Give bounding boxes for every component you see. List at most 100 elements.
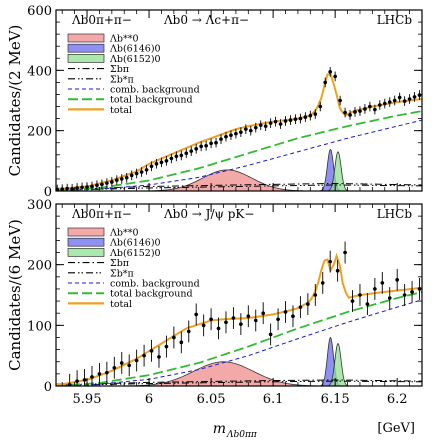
data-point xyxy=(358,109,362,113)
x-tick-label: 6.2 xyxy=(387,392,408,407)
y-tick-label: 200 xyxy=(27,259,52,274)
data-point xyxy=(179,340,184,345)
data-point xyxy=(387,296,392,300)
data-point xyxy=(363,107,367,111)
data-point xyxy=(164,159,169,163)
data-point xyxy=(291,314,295,319)
data-point xyxy=(142,353,146,358)
legend-label: Λb(6152)0 xyxy=(109,248,161,259)
data-point xyxy=(333,74,337,79)
data-point xyxy=(80,185,84,190)
data-point xyxy=(239,322,243,326)
y-tick-label: 200 xyxy=(27,125,52,140)
data-point xyxy=(90,184,94,189)
data-point xyxy=(328,259,332,264)
data-point xyxy=(219,137,223,141)
curve-total background xyxy=(56,291,423,387)
data-point xyxy=(159,160,164,165)
curve-comb. background xyxy=(56,119,423,191)
data-point xyxy=(174,154,179,159)
data-point xyxy=(194,146,198,151)
plot-frame xyxy=(55,9,423,192)
data-point xyxy=(350,299,355,303)
legend-label: total background xyxy=(110,95,193,106)
data-point xyxy=(209,317,213,322)
data-point xyxy=(169,156,174,161)
data-point xyxy=(283,310,288,314)
data-point xyxy=(288,118,293,122)
lhcb-brand: LHCb xyxy=(377,207,413,221)
data-point xyxy=(164,344,169,349)
data-point xyxy=(179,153,184,158)
data-point xyxy=(75,186,79,190)
data-point xyxy=(303,115,308,119)
data-point xyxy=(124,175,129,180)
data-point xyxy=(338,98,342,103)
data-point xyxy=(253,125,258,130)
data-point xyxy=(268,121,273,125)
legend-swatch-Λb**0 xyxy=(67,227,105,237)
data-point xyxy=(417,93,422,97)
data-point xyxy=(82,378,87,382)
panel-title-mid: Λb0 → J/ψ pK− xyxy=(163,207,254,221)
data-point xyxy=(306,302,310,306)
data-point xyxy=(134,171,139,176)
data-point xyxy=(224,134,228,139)
legend-label: Σbπ xyxy=(110,258,129,269)
data-point xyxy=(298,305,303,309)
y-tick-label: 300 xyxy=(27,198,52,213)
data-point xyxy=(343,250,347,255)
lhcb-brand: LHCb xyxy=(377,13,413,27)
curve-Σbπ xyxy=(56,182,423,190)
data-point xyxy=(343,110,347,115)
data-point xyxy=(358,293,362,297)
data-point xyxy=(239,130,243,134)
y-tick-label: 0 xyxy=(44,380,52,395)
curve-Σb*π xyxy=(56,184,423,191)
data-point xyxy=(105,181,109,185)
data-point xyxy=(258,123,263,128)
data-point xyxy=(194,312,198,317)
y-tick-label: 100 xyxy=(27,319,52,334)
data-point xyxy=(378,103,382,107)
legend-swatch-Λb**0 xyxy=(67,33,105,43)
data-point xyxy=(65,186,69,191)
data-point xyxy=(261,311,265,316)
data-point xyxy=(410,290,414,294)
data-point xyxy=(224,320,228,325)
legend-swatch-Λb(6146)0 xyxy=(67,237,105,247)
data-point xyxy=(149,164,154,169)
data-point xyxy=(263,124,268,128)
data-point xyxy=(283,119,288,123)
x-axis-label-sub: Λb0ππ xyxy=(226,430,258,440)
data-point xyxy=(380,281,385,285)
data-point xyxy=(412,95,417,99)
data-point xyxy=(70,187,74,191)
data-point xyxy=(134,358,139,363)
legend-label: total xyxy=(110,105,132,116)
data-point xyxy=(234,131,238,136)
y-tick-label: 600 xyxy=(27,4,52,19)
panel-title-left: Λb0π+π− xyxy=(71,13,132,27)
data-point xyxy=(216,326,221,331)
data-point xyxy=(95,183,99,188)
data-point xyxy=(348,113,352,117)
curve-total background xyxy=(56,110,423,191)
data-point xyxy=(276,317,280,322)
data-point xyxy=(308,113,313,118)
data-point xyxy=(201,323,206,328)
bottom-panel: 5.95 6 6.05 6.1 6.15 6.2 0 100 200 300Candidates/… xyxy=(6,198,423,407)
data-point xyxy=(402,99,407,103)
legend-label: Λb(6152)0 xyxy=(109,54,161,65)
data-point xyxy=(105,370,109,375)
data-point xyxy=(318,104,323,109)
x-axis-title: m Λb0ππ [GeV] xyxy=(213,421,415,440)
data-point xyxy=(353,110,357,114)
legend-swatch-Λb(6146)0 xyxy=(67,43,105,53)
data-point xyxy=(110,180,114,184)
data-point xyxy=(395,278,399,282)
panel-title-left: Λb0π+π− xyxy=(71,207,132,221)
